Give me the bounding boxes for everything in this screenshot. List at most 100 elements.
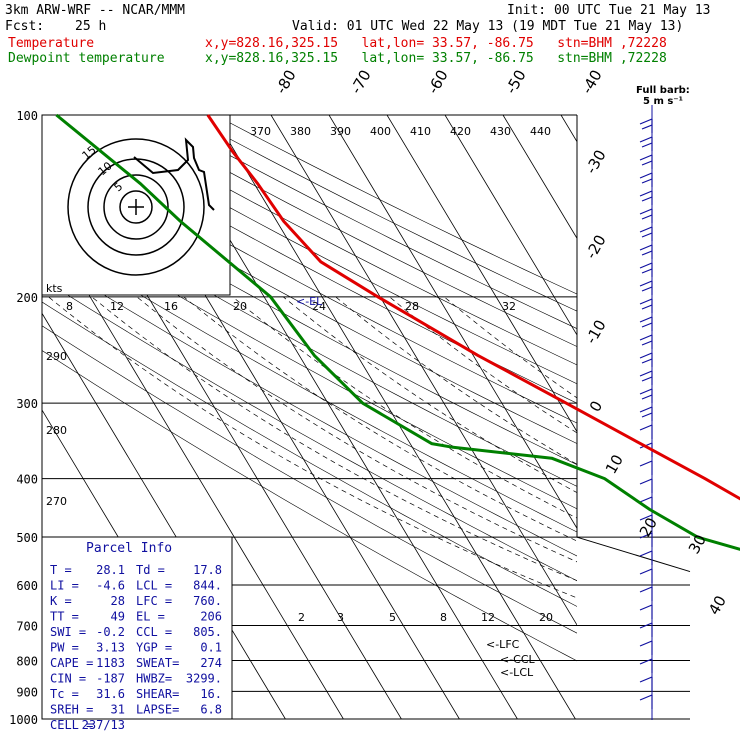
parcel-info-cell: 49 (111, 610, 125, 624)
dry-adiabat (42, 235, 577, 533)
parcel-info-cell: CCL = (136, 625, 172, 639)
mixing-ratio-label: 12 (481, 611, 495, 624)
parcel-info-cell: SHEAR= (136, 687, 179, 701)
mixing-ratio-label: 24 (312, 300, 326, 313)
isotherm-label: 30 (685, 531, 710, 557)
wind-barb-flag (641, 358, 653, 364)
level-marker-label: <-CCL (500, 653, 536, 666)
mixing-ratio-line (727, 585, 740, 719)
wind-barb-flag (639, 676, 653, 683)
isotherm-line (677, 115, 740, 719)
theta-label: 370 (250, 125, 271, 138)
wind-barb-flag (639, 406, 653, 413)
wind-barb-flag (639, 226, 653, 233)
barb-legend-title: Full barb: (636, 85, 690, 96)
dry-adiabat (184, 115, 577, 312)
parcel-info-cell: 31 (111, 703, 125, 717)
wind-barb-flag (639, 154, 653, 161)
pressure-tick-label: 900 (16, 685, 38, 699)
parcel-info-cell: SWEAT= (136, 656, 179, 670)
mixing-ratio-label: 16 (164, 300, 178, 313)
diagram-grid (41, 114, 740, 720)
mixing-ratio-label: 5 (389, 611, 396, 624)
isotherm-label: -10 (582, 317, 610, 347)
temperature-series-label: Temperature (8, 36, 95, 51)
isotherm-line (735, 115, 740, 719)
pressure-tick-label: 1000 (9, 713, 38, 727)
wind-barb-flag (639, 496, 653, 503)
parcel-info-cell: -4.6 (96, 579, 125, 593)
dry-adiabat (42, 278, 577, 582)
wind-barb-flag (639, 208, 653, 215)
parcel-info-cell: 3299. (186, 672, 222, 686)
wind-barb-flag (639, 424, 653, 431)
hodograph-ring (119, 190, 153, 224)
wind-barb-flag (641, 142, 653, 148)
temperature-line (206, 114, 740, 501)
mixing-ratio-label: 2 (298, 611, 305, 624)
init-time: Init: 00 UTC Tue 21 May 13 (507, 3, 711, 18)
parcel-panel-title: Parcel Info (86, 541, 172, 556)
parcel-info-cell: 28 (111, 594, 125, 608)
parcel-info-cell: 206 (200, 610, 222, 624)
wind-barb-flag (639, 586, 653, 593)
pressure-tick-label: 500 (16, 531, 38, 545)
wind-barb-flag (639, 298, 653, 305)
wind-barb-flag (639, 568, 653, 575)
parcel-info-cell: 274 (200, 656, 222, 670)
parcel-info-cell: -187 (96, 672, 125, 686)
isotherm-label: 20 (636, 514, 661, 540)
theta-label: 390 (330, 125, 351, 138)
dry-adiabat (42, 256, 577, 557)
level-marker-label: <-LCL (500, 666, 534, 679)
wind-barb-flag (639, 262, 653, 269)
mixing-ratio-label: 28 (405, 300, 419, 313)
right-axis-skew (576, 536, 691, 573)
wind-barb-flag (639, 388, 653, 395)
dry-adiabat (214, 115, 577, 295)
wind-barb-flag (639, 334, 653, 341)
isotherm-label: -70 (347, 67, 375, 97)
dewpoint-series-label: Dewpoint temperature (8, 51, 165, 66)
theta-label: 410 (410, 125, 431, 138)
wind-barb-flag (639, 694, 653, 701)
parcel-info-cell: -0.2 (96, 625, 125, 639)
wind-barb-flag (639, 532, 653, 539)
wind-barb-flag (639, 352, 653, 359)
theta-label: 280 (46, 424, 67, 437)
wind-barb-flag (639, 172, 653, 179)
parcel-info-cell: 31.6 (96, 687, 125, 701)
wind-barb-flag (641, 214, 653, 220)
wind-barb-flag (639, 622, 653, 629)
isotherm-label: -20 (582, 232, 610, 262)
theta-label: 290 (46, 350, 67, 363)
mixing-ratio-label: 12 (110, 300, 124, 313)
wind-barb-flag (641, 268, 653, 274)
wind-barb-flag (639, 280, 653, 287)
pressure-tick-label: 800 (16, 654, 38, 668)
hodograph-trace (133, 137, 215, 211)
isotherm-line (212, 115, 576, 719)
pressure-tick-label: 100 (16, 109, 38, 123)
wind-barb-flag (641, 340, 653, 346)
moist-adiabat (232, 296, 577, 519)
wind-barb-flag (641, 394, 653, 400)
isotherm-line (444, 115, 577, 336)
wind-barb-flag (639, 136, 653, 143)
hodograph-ring (67, 138, 205, 276)
parcel-info-cell: TT = (50, 610, 79, 624)
theta-label: 400 (370, 125, 391, 138)
wind-barb-flag (639, 316, 653, 323)
mixing-ratio-label: 8 (66, 300, 73, 313)
dry-adiabat (42, 174, 577, 465)
parcel-info-cell: Td = (136, 563, 165, 577)
dry-adiabat (42, 214, 577, 510)
wind-barb-flag (641, 232, 653, 238)
mixing-ratio-label: 32 (502, 300, 516, 313)
wind-barb-flag (641, 376, 653, 382)
moist-adiabat (335, 296, 577, 465)
wind-barb-flag (639, 118, 653, 125)
parcel-info-cell: LI = (50, 579, 79, 593)
wind-barb-flag (639, 460, 653, 467)
